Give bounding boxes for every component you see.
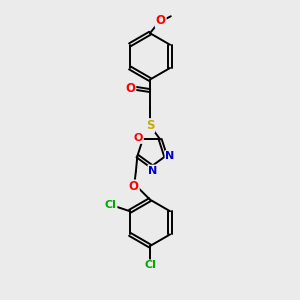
Text: N: N [148, 166, 158, 176]
Text: S: S [146, 119, 154, 132]
Text: O: O [129, 181, 139, 194]
Text: O: O [134, 133, 143, 143]
Text: O: O [156, 14, 166, 27]
Text: Cl: Cl [105, 200, 116, 210]
Text: O: O [125, 82, 135, 95]
Text: N: N [166, 151, 175, 161]
Text: Cl: Cl [144, 260, 156, 270]
